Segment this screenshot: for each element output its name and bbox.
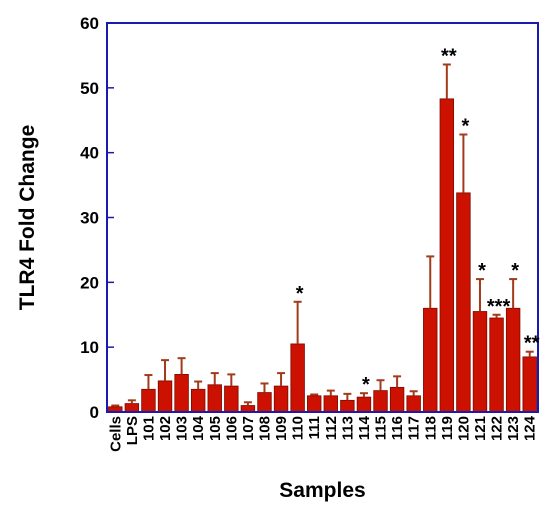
bar-LPS — [124, 403, 140, 413]
y-tick-label: 50 — [80, 79, 99, 98]
significance-marker: * — [511, 260, 519, 282]
bar-103 — [174, 373, 189, 413]
y-axis-ticks: 0 10 20 30 40 50 60 — [80, 14, 114, 422]
bar-117 — [406, 395, 421, 413]
bar-114 — [356, 396, 372, 413]
y-tick-label: 20 — [80, 273, 99, 292]
x-tick-label: 124 — [522, 415, 539, 441]
x-tick-label: 123 — [505, 416, 522, 441]
significance-marker: ** — [524, 333, 540, 355]
bar-110 — [290, 343, 305, 413]
bar-104 — [190, 388, 206, 413]
x-tick-label: 107 — [240, 416, 257, 441]
bar-105 — [207, 384, 222, 413]
bar-106 — [224, 385, 239, 413]
x-tick-label: 120 — [455, 416, 472, 441]
bar-113 — [340, 399, 355, 413]
x-tick-label: 121 — [472, 416, 489, 441]
bar-115 — [373, 390, 388, 413]
x-tick-label: 116 — [389, 416, 406, 440]
significance-marker: * — [462, 116, 470, 138]
bar-101 — [141, 388, 156, 413]
bar-116 — [389, 386, 405, 413]
bar-121 — [472, 311, 488, 413]
x-tick-label: 105 — [207, 416, 224, 441]
bar-111 — [307, 395, 322, 413]
x-tick-label: 122 — [489, 416, 506, 441]
bar-112 — [323, 395, 338, 413]
y-axis-title: TLR4 Fold Change — [16, 125, 39, 311]
x-tick-label: LPS — [124, 416, 141, 445]
x-tick-label: 117 — [406, 416, 423, 440]
bar-102 — [157, 380, 173, 413]
y-tick-label: 0 — [90, 403, 99, 422]
y-tick-label: 60 — [80, 14, 99, 33]
significance-marker: * — [478, 260, 486, 282]
x-axis-title: Samples — [279, 479, 365, 502]
bar-120 — [456, 192, 471, 413]
x-tick-label: 119 — [439, 416, 456, 440]
significance-annotations: ************ — [296, 45, 540, 396]
x-axis-labels: Cells LPS 101 102 103 104 105 106 107 108 109 110 11… — [107, 415, 538, 452]
bar-119 — [439, 98, 455, 413]
bars-group — [108, 98, 537, 413]
x-tick-label: 109 — [273, 416, 290, 441]
x-tick-label: 103 — [174, 416, 191, 441]
bar-123 — [505, 307, 521, 413]
significance-marker: * — [362, 374, 370, 396]
x-tick-label: 111 — [306, 416, 323, 439]
x-tick-label: 108 — [256, 416, 273, 441]
x-tick-label: 101 — [140, 416, 157, 441]
significance-marker: *** — [487, 296, 511, 318]
bar-124 — [522, 356, 537, 413]
significance-marker: * — [296, 283, 304, 305]
y-tick-label: 10 — [80, 338, 99, 357]
x-tick-label: 112 — [323, 416, 340, 440]
error-bars-group — [111, 63, 534, 407]
bar-109 — [273, 385, 289, 413]
x-tick-label: 118 — [422, 416, 439, 440]
x-tick-label: 106 — [223, 416, 240, 441]
x-tick-label: 114 — [356, 415, 373, 440]
x-tick-label: 115 — [373, 416, 390, 440]
y-tick-label: 40 — [80, 144, 99, 163]
x-tick-label: 104 — [190, 415, 207, 441]
x-tick-label: Cells — [107, 416, 124, 452]
significance-marker: ** — [441, 45, 457, 67]
x-tick-label: 113 — [339, 416, 356, 440]
bar-118 — [423, 307, 438, 413]
bar-122 — [489, 317, 504, 413]
y-tick-label: 30 — [80, 209, 99, 228]
x-tick-label: 102 — [157, 416, 174, 441]
x-tick-label: 110 — [290, 416, 307, 440]
bar-108 — [257, 392, 272, 413]
